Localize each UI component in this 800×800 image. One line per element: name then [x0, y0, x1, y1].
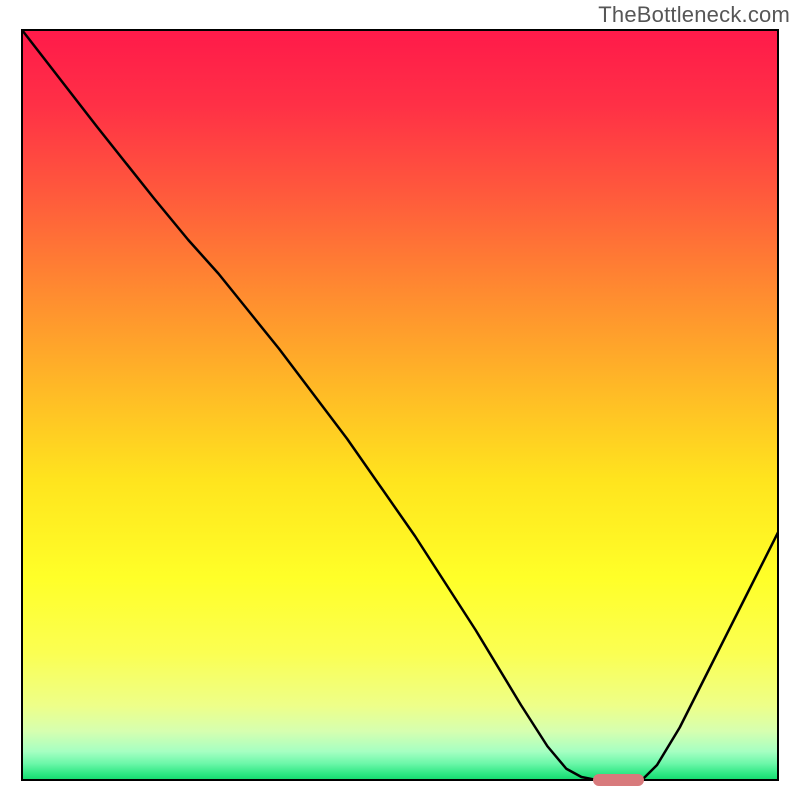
- bottleneck-chart: [0, 0, 800, 800]
- chart-container: TheBottleneck.com: [0, 0, 800, 800]
- watermark-text: TheBottleneck.com: [598, 2, 790, 28]
- gradient-background: [22, 30, 778, 780]
- ok-marker: [593, 774, 644, 786]
